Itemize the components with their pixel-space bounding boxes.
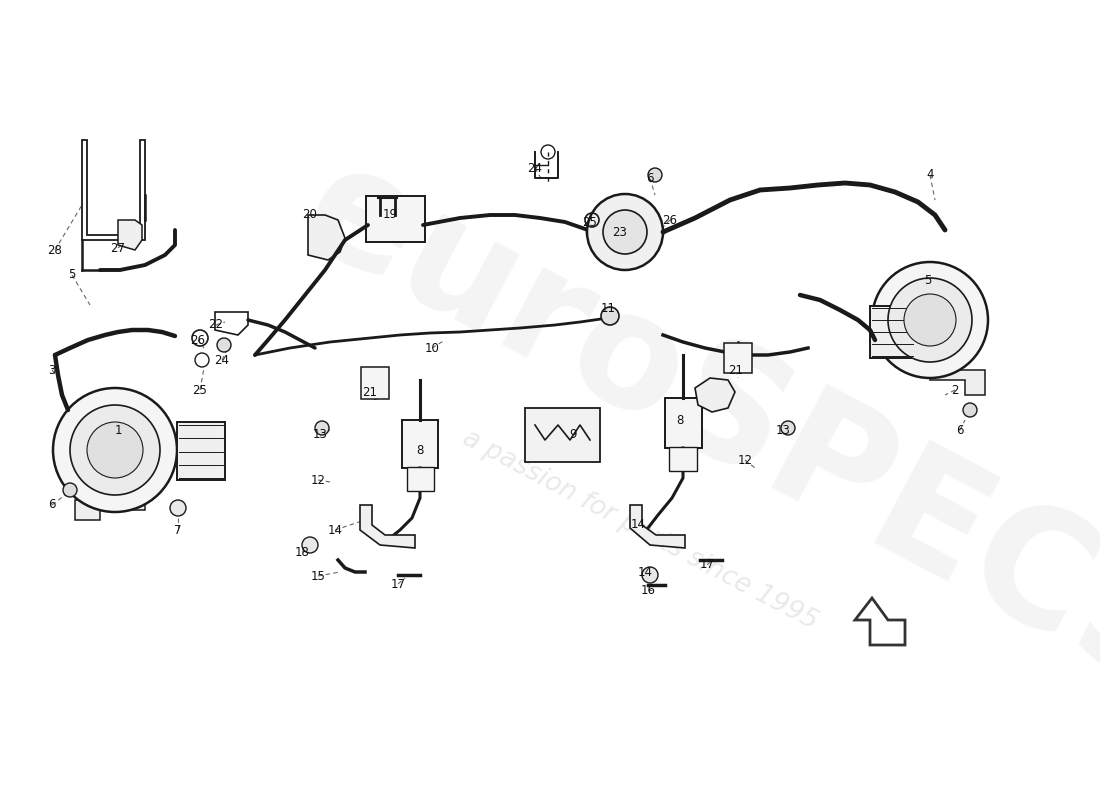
Text: 7: 7 (174, 523, 182, 537)
Polygon shape (75, 500, 145, 520)
Text: 13: 13 (776, 423, 791, 437)
Circle shape (53, 388, 177, 512)
FancyBboxPatch shape (669, 447, 697, 471)
Text: 5: 5 (924, 274, 932, 286)
Polygon shape (630, 505, 685, 548)
Polygon shape (402, 420, 438, 468)
Text: 25: 25 (192, 383, 208, 397)
Text: 17: 17 (700, 558, 715, 571)
Text: 27: 27 (110, 242, 125, 254)
FancyBboxPatch shape (366, 196, 425, 242)
Text: 2: 2 (952, 383, 959, 397)
Circle shape (70, 405, 160, 495)
Text: 12: 12 (737, 454, 752, 466)
Text: 6: 6 (647, 171, 653, 185)
Text: 15: 15 (310, 570, 326, 582)
Text: 5: 5 (68, 269, 76, 282)
Circle shape (170, 500, 186, 516)
Text: 14: 14 (328, 523, 342, 537)
Text: a passion for parts since 1995: a passion for parts since 1995 (458, 425, 822, 635)
Circle shape (217, 338, 231, 352)
Text: 11: 11 (601, 302, 616, 314)
Text: 23: 23 (613, 226, 627, 238)
Circle shape (962, 403, 977, 417)
FancyBboxPatch shape (177, 422, 225, 480)
Text: 12: 12 (310, 474, 326, 486)
Text: 6: 6 (48, 498, 56, 511)
FancyBboxPatch shape (407, 467, 434, 491)
Text: 13: 13 (312, 429, 328, 442)
Text: 3: 3 (48, 363, 56, 377)
Text: 21: 21 (363, 386, 377, 398)
Text: 10: 10 (425, 342, 439, 354)
Text: 9: 9 (570, 429, 576, 442)
Polygon shape (930, 370, 984, 395)
Circle shape (603, 210, 647, 254)
FancyBboxPatch shape (361, 367, 389, 399)
Text: 24: 24 (214, 354, 230, 366)
FancyBboxPatch shape (870, 306, 915, 358)
Circle shape (888, 278, 972, 362)
Text: 8: 8 (416, 443, 424, 457)
Text: 6: 6 (956, 423, 964, 437)
Text: 1: 1 (114, 423, 122, 437)
Text: 8: 8 (676, 414, 684, 426)
Circle shape (781, 421, 795, 435)
Text: 26: 26 (662, 214, 678, 226)
Text: 14: 14 (630, 518, 646, 531)
Text: 18: 18 (295, 546, 309, 558)
Text: 19: 19 (383, 209, 397, 222)
Polygon shape (118, 220, 142, 250)
Polygon shape (525, 408, 600, 462)
Text: 22: 22 (209, 318, 223, 331)
Circle shape (63, 483, 77, 497)
Circle shape (302, 537, 318, 553)
Circle shape (648, 168, 662, 182)
Polygon shape (360, 505, 415, 548)
Text: 20: 20 (302, 209, 318, 222)
Polygon shape (308, 215, 345, 260)
Text: 24: 24 (528, 162, 542, 174)
Circle shape (315, 421, 329, 435)
Text: 21: 21 (728, 363, 744, 377)
FancyBboxPatch shape (724, 343, 752, 373)
Text: 25: 25 (583, 215, 597, 229)
Text: 17: 17 (390, 578, 406, 590)
Circle shape (601, 307, 619, 325)
Text: 28: 28 (47, 243, 63, 257)
Polygon shape (666, 398, 702, 448)
Text: 4: 4 (926, 169, 934, 182)
Text: 16: 16 (640, 583, 656, 597)
Polygon shape (695, 378, 735, 412)
Circle shape (587, 194, 663, 270)
Circle shape (87, 422, 143, 478)
Circle shape (872, 262, 988, 378)
Circle shape (904, 294, 956, 346)
Text: 26: 26 (190, 334, 206, 346)
Text: 14: 14 (638, 566, 652, 578)
Text: euroSPECS: euroSPECS (278, 130, 1100, 730)
Circle shape (642, 567, 658, 583)
